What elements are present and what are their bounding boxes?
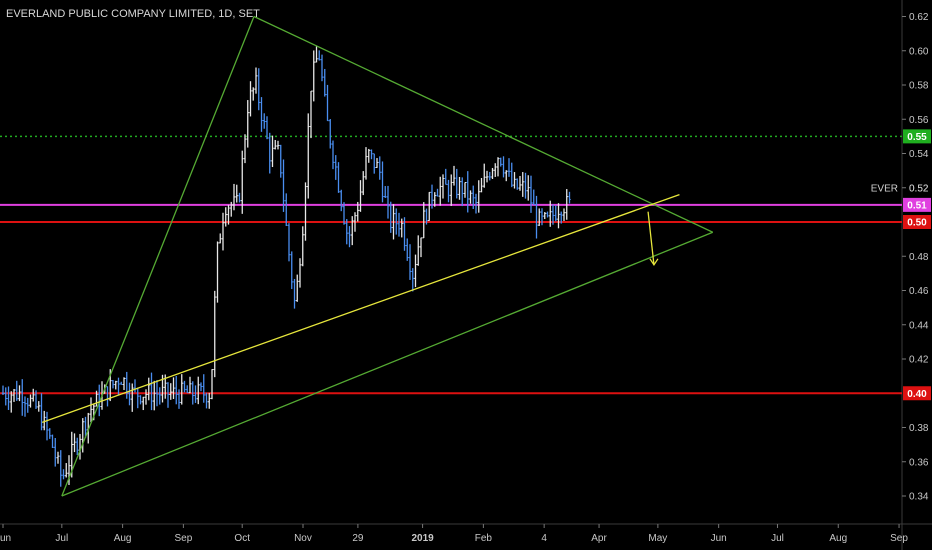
symbol-label: EVER bbox=[871, 183, 898, 194]
trendlines bbox=[41, 15, 714, 497]
trendline bbox=[61, 231, 714, 497]
x-tick-label: Aug bbox=[829, 533, 847, 544]
x-tick-label: 29 bbox=[352, 533, 364, 544]
x-tick-label: Apr bbox=[591, 533, 607, 544]
y-axis: 0.62 0.60 0.58 0.56 0.54 0.52 0.48 0.46 0.44 0.42… bbox=[902, 12, 929, 503]
y-tick-label: 0.62 bbox=[909, 12, 929, 23]
trendline bbox=[61, 16, 255, 497]
y-tick-label: 0.54 bbox=[909, 149, 929, 160]
x-tick-label: Jul bbox=[771, 533, 784, 544]
x-tick-label: Oct bbox=[234, 533, 250, 544]
projection-arrows bbox=[647, 211, 659, 266]
trendline bbox=[41, 193, 680, 423]
x-tick-label: Sep bbox=[890, 533, 908, 544]
arrow-shaft bbox=[647, 211, 655, 265]
price-badge-label: 0.51 bbox=[907, 200, 927, 211]
chart-title: EVERLAND PUBLIC COMPANY LIMITED, 1D, SET bbox=[6, 8, 260, 20]
x-tick-label: 4 bbox=[541, 533, 547, 544]
y-tick-label: 0.60 bbox=[909, 46, 929, 57]
x-tick-label: 2019 bbox=[411, 533, 434, 544]
x-tick-label: Jul bbox=[55, 533, 68, 544]
y-tick-label: 0.38 bbox=[909, 423, 929, 434]
price-badge bbox=[903, 386, 931, 401]
x-tick-label: Jun bbox=[0, 533, 11, 544]
x-tick-label: Feb bbox=[475, 533, 493, 544]
y-tick-label: 0.36 bbox=[909, 457, 929, 468]
price-badge-label: 0.55 bbox=[907, 132, 927, 143]
price-badge bbox=[903, 215, 931, 229]
x-tick-label: Jun bbox=[711, 533, 727, 544]
horizontal-levels bbox=[0, 135, 902, 395]
y-tick-label: 0.58 bbox=[909, 81, 929, 92]
y-tick-label: 0.52 bbox=[909, 183, 929, 194]
price-badge-label: 0.40 bbox=[907, 389, 927, 400]
price-badge-label: 0.50 bbox=[907, 218, 927, 229]
price-badges: 0.55 0.51 0.50 0.40 EVER 0.52 bbox=[871, 129, 931, 401]
plot-background bbox=[0, 0, 902, 524]
x-tick-label: Aug bbox=[114, 533, 132, 544]
price-badge bbox=[903, 129, 931, 144]
x-tick-label: Sep bbox=[174, 533, 192, 544]
price-badge bbox=[903, 197, 931, 212]
y-tick-label: 0.56 bbox=[909, 115, 929, 126]
arrow-head bbox=[649, 258, 659, 266]
y-tick-label: 0.34 bbox=[909, 492, 929, 503]
x-tick-label: Nov bbox=[294, 533, 312, 544]
y-tick-label: 0.44 bbox=[909, 320, 929, 331]
last-price-label: 0.52 bbox=[909, 183, 929, 194]
x-tick-label: May bbox=[648, 533, 667, 544]
y-tick-label: 0.48 bbox=[909, 252, 929, 263]
y-tick-label: 0.46 bbox=[909, 286, 929, 297]
y-tick-label: 0.42 bbox=[909, 355, 929, 366]
trendline bbox=[253, 15, 714, 233]
x-axis: Jun Jul Aug Sep Oct Nov 29 2019 Feb 4 Apr May Jun Jul… bbox=[0, 524, 908, 544]
